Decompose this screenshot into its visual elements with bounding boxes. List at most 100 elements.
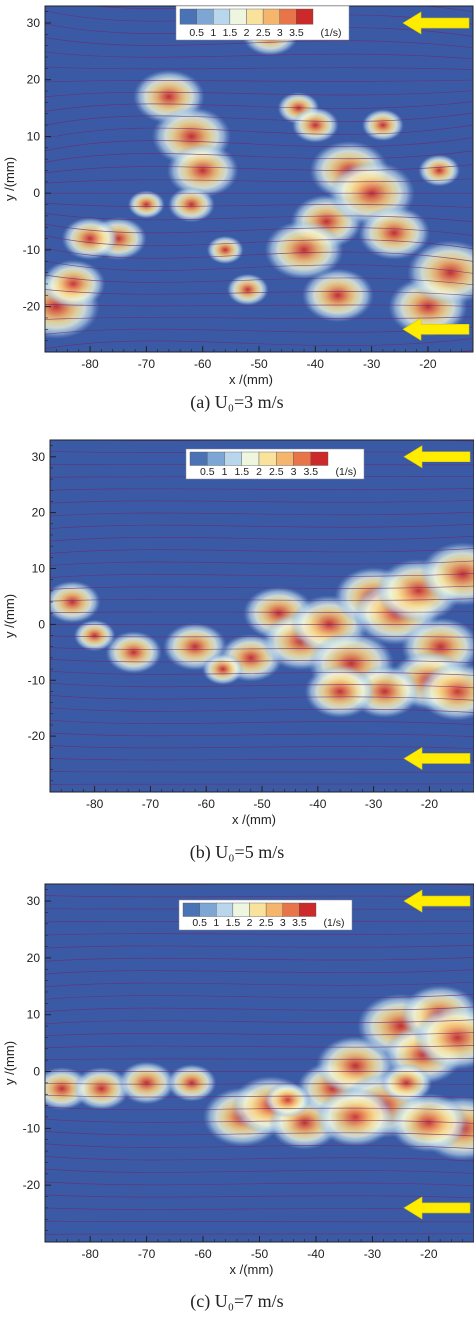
y-tick-label: -10 (28, 673, 46, 687)
streamline (45, 1045, 474, 1049)
streamline (45, 1233, 474, 1235)
streamline (45, 1019, 474, 1025)
streamline (45, 90, 473, 98)
colorbar-segment (249, 902, 267, 917)
vorticity-spot (206, 235, 244, 264)
vorticity-spot (61, 217, 119, 260)
colorbar-tick-label: 1.5 (234, 466, 249, 478)
x-tick-label: -40 (307, 1247, 325, 1261)
colorbar-segment (216, 902, 234, 917)
colorbar-tick-label: 2.5 (269, 466, 284, 478)
colorbar-tick-label: 2.5 (256, 27, 271, 39)
colorbar-tick-label: 3.5 (292, 917, 307, 929)
streamline (45, 1058, 474, 1061)
streamlines (45, 884, 474, 1235)
streamline (50, 548, 474, 554)
vorticity-spot (226, 273, 269, 306)
colorbar-tick-label: 2 (247, 917, 253, 929)
y-tick-label: 30 (27, 16, 41, 30)
chart-c: -80 -70 -60 -50 -40 -30 -20 -20 -10 0 10 20 30 x /(mm… (2, 883, 474, 1277)
x-tick-label: -80 (81, 1247, 99, 1261)
flow-direction-arrow (403, 1196, 471, 1220)
streamline (50, 745, 474, 749)
vorticity-spot (315, 1087, 395, 1147)
colorbar-tick-label: 3.5 (289, 27, 304, 39)
vorticity-spot (264, 1082, 312, 1118)
x-tick-label: -20 (421, 797, 439, 811)
colorbar-segment (246, 8, 264, 25)
streamline (50, 694, 474, 701)
y-tick-label: 0 (38, 617, 45, 631)
flow-direction-arrow (403, 746, 471, 771)
vorticity-spot (304, 664, 376, 718)
colorbar-segment (310, 451, 329, 466)
vorticity-spot (389, 1093, 469, 1153)
vorticity-spot (358, 206, 430, 260)
streamline (45, 274, 473, 286)
caption-a: (a) U₀=3 m/s (190, 392, 284, 412)
chart-b: -80 -70 -60 -50 -40 -30 -20 -20 -10 0 10 20 30 x /(mm… (2, 439, 474, 827)
colorbar-segment (232, 902, 250, 917)
streamline (45, 1143, 474, 1150)
vorticity-spot (118, 1061, 175, 1105)
streamline (50, 682, 474, 689)
panel-b: -80 -70 -60 -50 -40 -30 -20 -20 -10 0 10 20 30 x /(mm… (0, 432, 474, 876)
streamline (45, 164, 473, 174)
x-tick-label: -40 (309, 797, 327, 811)
field-layer (50, 440, 474, 785)
streamline (50, 573, 474, 578)
streamline (45, 235, 473, 250)
colorbar-tick-label: 2.5 (259, 917, 274, 929)
vorticity-spot (127, 190, 165, 219)
x-tick-label: -30 (364, 1247, 382, 1261)
y-tick-label: 10 (27, 1008, 41, 1022)
vorticity-spot (73, 619, 116, 652)
streamline (45, 1032, 474, 1037)
field-layer (45, 6, 473, 352)
x-tick-label: -70 (142, 797, 160, 811)
vorticity-spot (420, 542, 474, 606)
streamline (45, 289, 473, 297)
y-axis-label: y /(mm) (2, 594, 17, 638)
streamline (45, 944, 474, 949)
streamline (45, 1094, 474, 1098)
colorbar-segment (258, 451, 277, 466)
streamline (50, 719, 474, 726)
streamline (45, 1006, 474, 1013)
y-tick-label: 0 (33, 1065, 40, 1079)
streamline (45, 1220, 474, 1223)
y-tick-label: -10 (23, 1121, 41, 1135)
streamline (45, 316, 473, 320)
streamline (45, 1082, 474, 1085)
y-tick-label: 0 (33, 186, 40, 200)
colorbar-tick-label: 3 (291, 466, 297, 478)
vorticity-spot (264, 220, 344, 280)
streamline (50, 783, 474, 785)
streamline (45, 1131, 474, 1137)
x-tick-label: -20 (420, 1247, 438, 1261)
y-tick-label: 10 (27, 129, 41, 143)
x-tick-label: -80 (81, 357, 99, 371)
panel-c: -80 -70 -60 -50 -40 -30 -20 -20 -10 0 10 20 30 x /(mm… (0, 876, 474, 1330)
y-tick-label: -10 (23, 243, 41, 257)
streamline (50, 658, 474, 664)
vorticity-spot (168, 186, 215, 223)
streamline (50, 732, 474, 738)
vorticity-spot (362, 109, 404, 142)
vorticity-spot (380, 1063, 433, 1103)
streamline (45, 101, 473, 112)
x-axis-label: x /(mm) (232, 812, 276, 827)
colorbar-tick-label: 2 (256, 466, 262, 478)
colorbar-tick-label: 0.5 (200, 466, 215, 478)
y-axis-label: y /(mm) (2, 1041, 17, 1085)
x-tick-label: -80 (86, 797, 104, 811)
caption-b: (b) U₀=5 m/s (189, 842, 285, 862)
colorbar-segment (262, 8, 280, 25)
x-axis-label: x /(mm) (229, 1262, 273, 1277)
vorticity-spot (202, 653, 244, 685)
streamline (45, 202, 473, 208)
colorbar-unit: (1/s) (321, 27, 342, 39)
vorticity-spot (105, 631, 162, 674)
flow-direction-arrow (402, 317, 470, 341)
flow-direction-arrow (403, 889, 471, 913)
